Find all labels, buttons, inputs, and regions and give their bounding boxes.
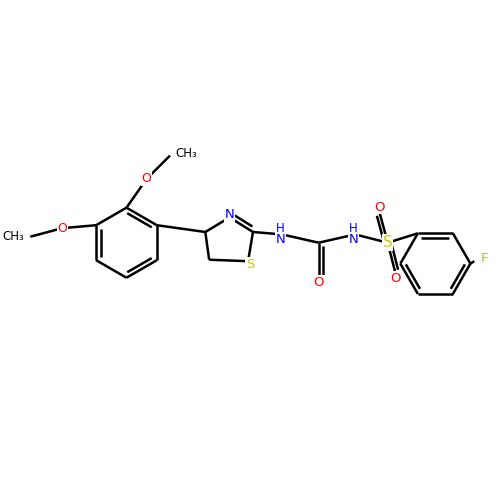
Text: S: S: [383, 235, 392, 250]
Text: N: N: [348, 233, 358, 246]
Text: O: O: [390, 272, 400, 284]
Text: N: N: [224, 208, 234, 221]
Text: F: F: [480, 252, 488, 266]
Text: O: O: [58, 222, 67, 234]
Text: O: O: [374, 200, 384, 213]
Text: O: O: [142, 172, 152, 186]
Text: CH₃: CH₃: [2, 230, 25, 243]
Text: CH₃: CH₃: [176, 146, 198, 160]
Text: H: H: [349, 222, 358, 234]
Text: N: N: [276, 233, 285, 246]
Text: H: H: [276, 222, 284, 234]
Text: O: O: [314, 276, 324, 288]
Text: S: S: [246, 258, 254, 270]
